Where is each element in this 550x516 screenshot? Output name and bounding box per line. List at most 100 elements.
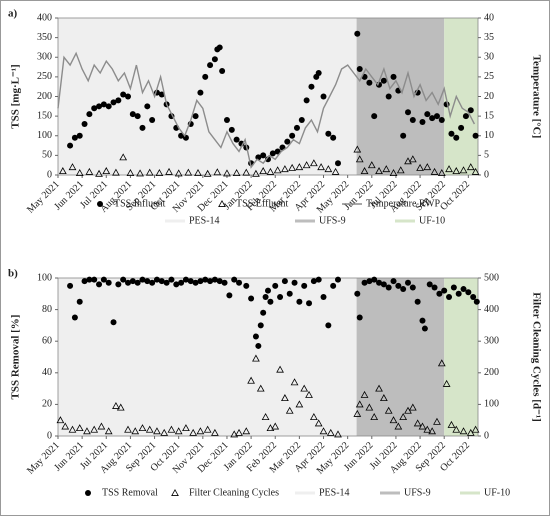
point	[335, 276, 341, 283]
plot-border	[57, 277, 479, 437]
point	[131, 427, 140, 435]
y2-tick-label: 10	[484, 130, 494, 141]
point	[452, 167, 461, 175]
point	[273, 166, 282, 174]
point	[243, 282, 250, 289]
point	[371, 276, 378, 283]
point	[261, 413, 270, 421]
point	[207, 62, 214, 69]
point	[356, 66, 363, 73]
point	[272, 282, 279, 289]
point	[202, 276, 209, 283]
point	[256, 384, 265, 392]
point	[76, 132, 83, 139]
point	[335, 160, 341, 167]
point	[360, 390, 369, 398]
point	[465, 289, 472, 296]
point	[242, 168, 251, 176]
point	[424, 111, 431, 118]
y2-tick-label: 15	[484, 110, 494, 121]
point	[153, 276, 160, 283]
point	[423, 163, 432, 171]
point	[414, 298, 421, 305]
point	[416, 163, 424, 171]
legend-label: PES-14	[319, 487, 350, 498]
y-tick-label: 50	[42, 150, 52, 161]
region	[356, 18, 445, 175]
point	[102, 167, 111, 175]
point	[298, 117, 305, 124]
point	[361, 279, 368, 286]
y-tick-label: 20	[42, 399, 52, 410]
point	[182, 276, 189, 283]
point	[428, 427, 437, 435]
y2-tick-label: 40	[484, 12, 494, 23]
point	[231, 276, 238, 283]
point	[423, 425, 432, 433]
point	[252, 333, 259, 340]
point	[145, 425, 154, 433]
point	[353, 145, 362, 153]
y2-tick-label: 400	[484, 304, 499, 315]
y-tick-label: 40	[42, 367, 52, 378]
point	[230, 430, 239, 438]
point	[112, 168, 120, 176]
y2-tick-label: 300	[484, 335, 499, 346]
point	[75, 424, 84, 432]
point	[303, 97, 310, 104]
point	[134, 279, 141, 286]
point	[445, 165, 453, 173]
point	[448, 130, 455, 137]
point	[408, 403, 417, 411]
point	[305, 390, 313, 398]
point	[472, 132, 479, 139]
point	[426, 281, 433, 288]
point	[354, 290, 361, 297]
point	[437, 169, 446, 176]
point	[356, 314, 363, 321]
point	[196, 427, 205, 435]
point	[178, 132, 185, 139]
point	[81, 278, 88, 285]
point	[260, 309, 267, 316]
line	[57, 51, 476, 169]
y2-tick-label: 200	[484, 367, 499, 378]
point	[466, 163, 475, 171]
point	[418, 422, 427, 430]
point	[370, 413, 379, 421]
point	[197, 278, 204, 285]
region	[444, 278, 478, 436]
point	[396, 166, 405, 174]
point	[319, 427, 328, 435]
point	[120, 91, 127, 98]
point	[155, 169, 164, 176]
point	[197, 89, 204, 96]
y2-tick-label: 0	[484, 430, 489, 441]
panel-label: a)	[8, 8, 18, 20]
point	[320, 93, 327, 100]
point	[119, 153, 128, 161]
point	[265, 287, 271, 294]
point	[236, 279, 243, 286]
point	[160, 428, 169, 436]
point	[139, 124, 146, 131]
point	[149, 279, 156, 286]
point	[400, 286, 407, 293]
point	[242, 427, 251, 435]
point	[90, 425, 99, 433]
point	[182, 424, 190, 432]
point	[334, 430, 342, 438]
point	[430, 167, 439, 175]
point	[326, 428, 335, 436]
point	[467, 107, 474, 114]
point	[91, 105, 98, 112]
point	[296, 298, 303, 305]
point	[441, 287, 448, 294]
point	[71, 314, 78, 321]
point	[459, 166, 468, 174]
point	[365, 403, 374, 411]
point	[144, 278, 151, 285]
legend-swatch	[218, 199, 226, 207]
point	[277, 293, 284, 300]
point	[354, 30, 361, 37]
